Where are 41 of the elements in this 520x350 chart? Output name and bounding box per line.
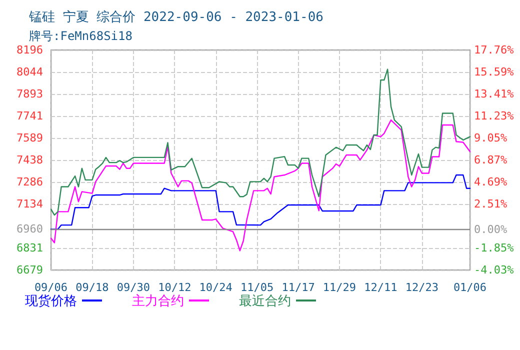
x-tick-label: 09/30 bbox=[116, 281, 150, 294]
line-series bbox=[50, 174, 471, 230]
y-tick-label: 7741 bbox=[16, 109, 43, 122]
legend-label: 主力合约 bbox=[132, 293, 184, 308]
x-tick-label: 12/11 bbox=[364, 281, 398, 294]
x-tick-label: 11/17 bbox=[282, 281, 315, 294]
y2-tick-label: 17.76% bbox=[474, 44, 514, 56]
y2-tick-label: 11.23% bbox=[474, 109, 514, 122]
chart-title: 锰硅 宁夏 综合价 2022-09-06 - 2023-01-06 bbox=[28, 9, 324, 25]
y2-tick-label: 0.00% bbox=[474, 222, 508, 236]
y-tick-label: 7589 bbox=[16, 132, 43, 145]
x-tick-label: 09/18 bbox=[76, 281, 109, 294]
legend-label: 现货价格 bbox=[25, 293, 77, 308]
x-tick-label: 12/23 bbox=[405, 281, 438, 294]
y-tick-label: 6679 bbox=[16, 264, 43, 276]
y-tick-label: 7134 bbox=[16, 198, 44, 211]
x-tick-label: 11/29 bbox=[322, 281, 356, 294]
x-tick-label: 10/12 bbox=[158, 281, 192, 294]
y-tick-label: 7893 bbox=[16, 87, 43, 100]
legend-label: 最近合约 bbox=[239, 293, 291, 308]
y2-tick-label: 2.51% bbox=[474, 197, 508, 210]
line-series bbox=[50, 119, 471, 252]
x-tick-label: 01/06 bbox=[453, 281, 487, 294]
y-tick-label: 8196 bbox=[16, 44, 43, 56]
y2-tick-label: 6.87% bbox=[474, 153, 508, 166]
chart-subtitle: 牌号:FeMn68Si18 bbox=[29, 29, 132, 43]
y-tick-label: 6960 bbox=[16, 222, 43, 236]
y2-tick-label: 9.05% bbox=[474, 131, 508, 144]
y-tick-label: 7286 bbox=[16, 175, 43, 188]
y2-tick-label: -1.85% bbox=[474, 241, 514, 254]
y-tick-label: 6831 bbox=[16, 241, 43, 254]
x-tick-label: 11/05 bbox=[240, 281, 274, 294]
x-tick-label: 09/06 bbox=[34, 281, 68, 294]
y2-tick-label: 13.41% bbox=[474, 87, 514, 100]
y-tick-label: 8044 bbox=[16, 66, 44, 79]
x-tick-label: 10/24 bbox=[199, 281, 233, 294]
line-series bbox=[50, 68, 471, 216]
y2-tick-label: 15.59% bbox=[474, 65, 514, 78]
y2-tick-label: -4.03% bbox=[474, 264, 514, 276]
y2-tick-label: 4.69% bbox=[474, 175, 508, 188]
y-tick-label: 7438 bbox=[16, 153, 43, 166]
